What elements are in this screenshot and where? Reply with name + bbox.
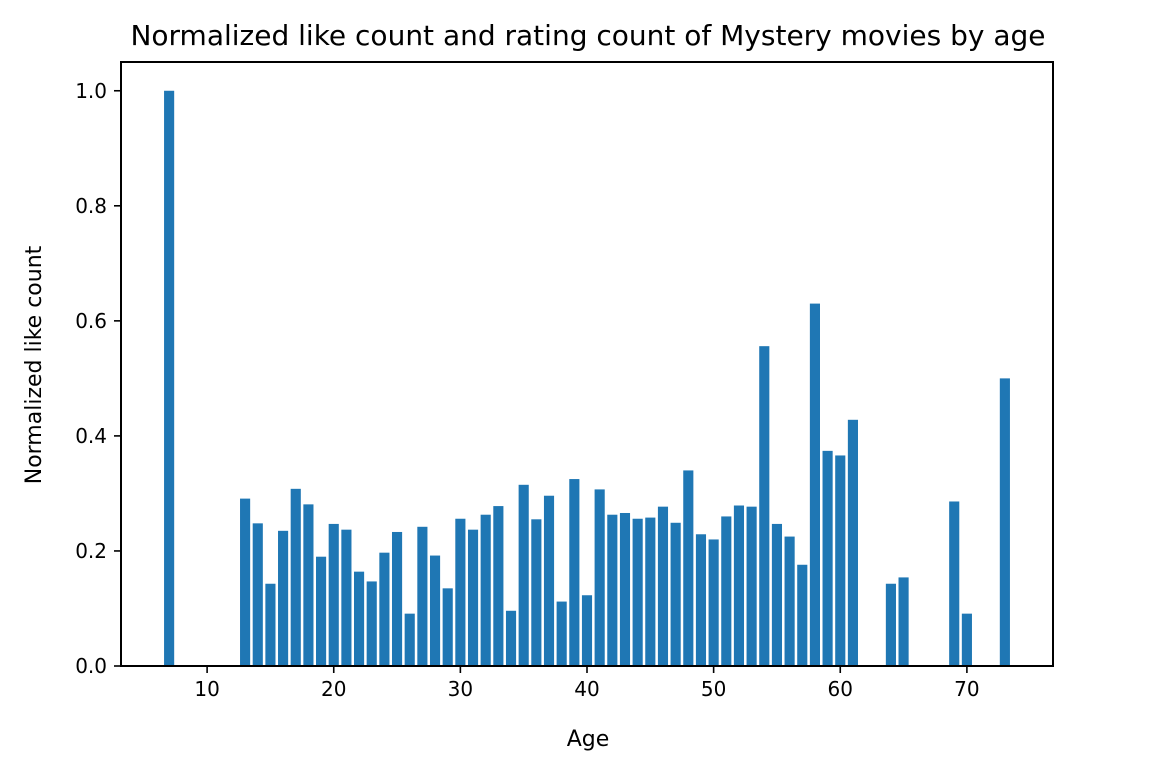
bar-age-40 <box>581 595 593 666</box>
bar-age-47 <box>670 522 681 666</box>
bar-age-46 <box>657 506 669 666</box>
bar-age-29 <box>442 588 453 666</box>
bar-age-43 <box>619 512 631 666</box>
y-axis: 0.0 0.2 0.4 0.6 0.8 1.0 <box>75 79 121 678</box>
y-axis-label: Normalized like count <box>22 245 47 484</box>
bar-age-57 <box>797 564 808 666</box>
bar-age-23 <box>366 581 377 666</box>
bar-age-34 <box>505 610 517 666</box>
bar-age-19 <box>316 556 327 666</box>
bar-age-56 <box>784 536 795 666</box>
x-axis-label: Age <box>567 727 610 752</box>
y-tick-label: 1.0 <box>75 79 107 103</box>
bar-age-32 <box>480 514 491 666</box>
bar-age-14 <box>252 523 263 666</box>
bar-age-52 <box>733 505 745 666</box>
bar-age-50 <box>708 539 719 666</box>
bar-age-30 <box>455 518 466 666</box>
bar-age-17 <box>290 488 301 666</box>
y-tick-label: 0.4 <box>75 424 107 448</box>
bar-age-22 <box>354 571 365 666</box>
bar-age-33 <box>493 506 504 666</box>
bar-age-41 <box>594 489 605 666</box>
bar-age-16 <box>278 530 289 666</box>
y-tick-label: 0.8 <box>75 194 107 218</box>
bar-series <box>164 90 1010 666</box>
bar-age-20 <box>328 523 339 666</box>
bar-age-7 <box>164 90 175 666</box>
bar-age-73 <box>999 378 1010 666</box>
bar-age-53 <box>746 506 757 666</box>
bar-age-48 <box>683 470 694 666</box>
bar-age-69 <box>949 501 960 666</box>
bar-age-42 <box>607 514 618 666</box>
x-tick-label: 60 <box>828 677 853 701</box>
x-tick-label: 40 <box>574 677 599 701</box>
bar-age-18 <box>303 504 314 666</box>
bar-age-28 <box>429 555 441 666</box>
bar-age-58 <box>809 303 820 666</box>
bar-age-25 <box>391 531 403 666</box>
bar-age-54 <box>759 346 770 666</box>
bar-age-44 <box>632 518 643 666</box>
bar-age-24 <box>379 552 390 666</box>
bar-age-35 <box>518 484 529 666</box>
bar-age-26 <box>404 613 415 666</box>
bar-age-27 <box>417 526 428 666</box>
bar-age-21 <box>341 529 352 666</box>
x-tick-label: 30 <box>448 677 473 701</box>
x-tick-label: 10 <box>194 677 219 701</box>
bar-age-45 <box>645 517 656 666</box>
bar-age-60 <box>835 455 846 666</box>
y-tick-label: 0.2 <box>75 539 107 563</box>
bar-age-37 <box>543 495 555 666</box>
bar-age-65 <box>898 577 909 666</box>
x-tick-label: 50 <box>701 677 726 701</box>
bar-age-13 <box>240 498 251 666</box>
y-tick-label: 0.0 <box>75 654 107 678</box>
bar-age-15 <box>265 583 276 666</box>
bar-age-38 <box>556 601 567 666</box>
bar-age-55 <box>771 523 783 666</box>
bar-age-51 <box>721 516 732 666</box>
bar-age-49 <box>695 534 707 666</box>
x-tick-label: 70 <box>954 677 979 701</box>
bar-age-64 <box>885 583 896 666</box>
bar-age-31 <box>467 529 479 666</box>
x-tick-label: 20 <box>321 677 346 701</box>
bar-age-70 <box>961 613 972 666</box>
bar-age-59 <box>822 450 833 666</box>
bar-age-61 <box>847 419 858 666</box>
x-axis: 10 20 30 40 50 60 70 <box>194 666 980 701</box>
bar-age-39 <box>569 479 580 666</box>
y-tick-label: 0.6 <box>75 309 107 333</box>
bar-age-36 <box>531 519 542 666</box>
chart-title: Normalized like count and rating count o… <box>130 19 1045 52</box>
